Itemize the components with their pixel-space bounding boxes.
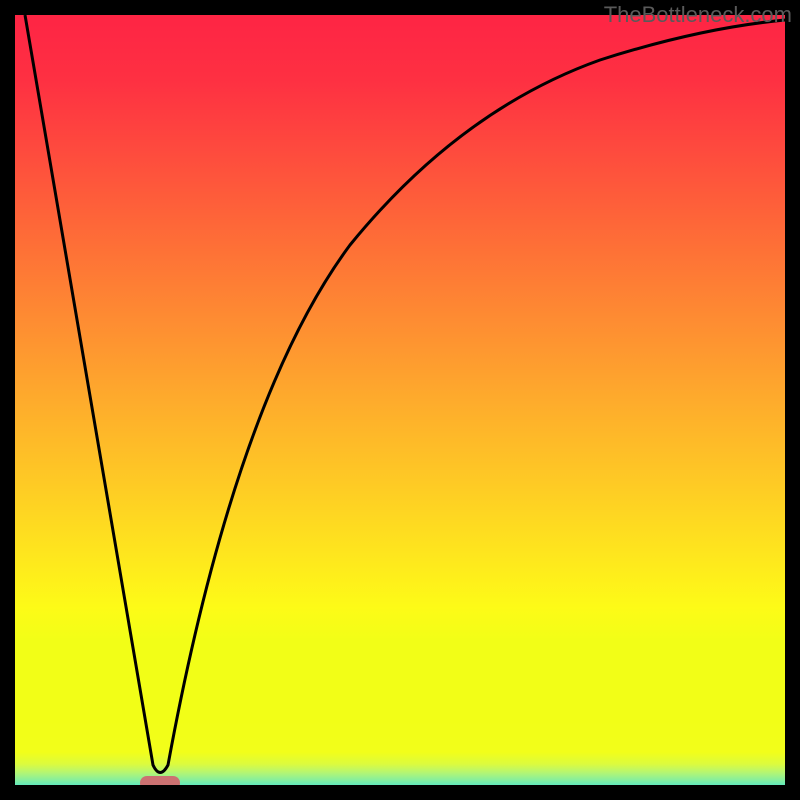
chart-container: TheBottleneck.com	[0, 0, 800, 800]
watermark-text: TheBottleneck.com	[604, 2, 792, 28]
bottleneck-chart	[0, 0, 800, 800]
chart-background	[0, 0, 800, 800]
